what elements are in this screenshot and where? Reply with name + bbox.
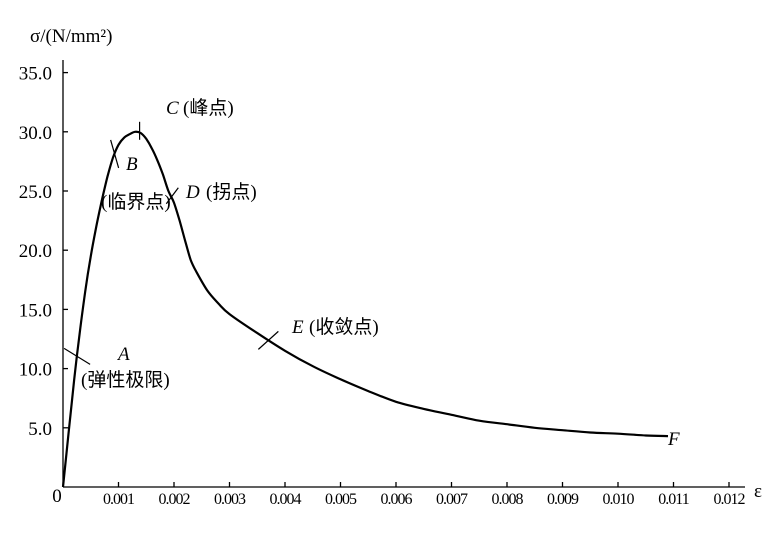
curve-annotations: A (弹性极限) B (临界点) C (峰点) D (拐点) E (收敛点) F <box>63 97 680 450</box>
y-tick-label: 5.0 <box>28 419 52 440</box>
annotation-d-marker <box>165 187 179 205</box>
x-tick-label: 0.009 <box>547 491 579 508</box>
x-tick-label: 0.007 <box>436 491 468 508</box>
x-tick-label: 0.002 <box>159 491 191 508</box>
annotation-e-marker <box>257 330 279 350</box>
annotation-b-marker <box>110 139 120 169</box>
x-axis-label: ε <box>754 481 762 502</box>
annotation-a-text: (弹性极限) <box>81 369 170 391</box>
y-axis-ticks: 5.0 10.0 15.0 20.0 25.0 30.0 35.0 <box>19 64 68 440</box>
annotation-b-letter: B <box>126 154 138 175</box>
y-tick-label: 35.0 <box>19 64 52 85</box>
y-tick-label: 25.0 <box>19 182 52 203</box>
y-tick-label: 30.0 <box>19 123 52 144</box>
stress-strain-curve <box>61 130 669 488</box>
annotation-c-letter: C <box>166 98 179 119</box>
annotation-d-text: (拐点) <box>206 181 257 203</box>
x-tick-label: 0.011 <box>658 491 689 508</box>
x-tick-label: 0.003 <box>214 491 246 508</box>
axes <box>62 60 745 488</box>
x-tick-label: 0.010 <box>603 491 635 508</box>
annotation-b-text: (临界点) <box>101 191 171 213</box>
x-axis-ticks: 0 0.001 0.002 0.003 0.004 0.005 0.006 0.007 0.00… <box>52 482 747 508</box>
annotation-a-letter: A <box>116 344 130 365</box>
x-tick-label: 0.006 <box>381 491 413 508</box>
x-tick-label: 0.004 <box>270 491 302 508</box>
annotation-e-text: (收敛点) <box>309 316 379 338</box>
x-tick-label: 0.005 <box>325 491 357 508</box>
annotation-a-marker <box>63 347 91 365</box>
y-tick-label: 15.0 <box>19 300 52 321</box>
annotation-d-letter: D <box>185 182 200 203</box>
annotation-f-letter: F <box>667 429 680 450</box>
x-tick-label: 0 <box>52 486 62 507</box>
x-tick-label: 0.001 <box>103 491 135 508</box>
annotation-c-text: (峰点) <box>183 97 234 119</box>
y-axis-label: σ/(N/mm²) <box>30 26 112 47</box>
y-tick-label: 20.0 <box>19 241 52 262</box>
y-tick-label: 10.0 <box>19 360 52 381</box>
x-tick-label: 0.008 <box>492 491 524 508</box>
annotation-e-letter: E <box>291 317 304 338</box>
x-tick-label: 0.012 <box>714 491 746 508</box>
